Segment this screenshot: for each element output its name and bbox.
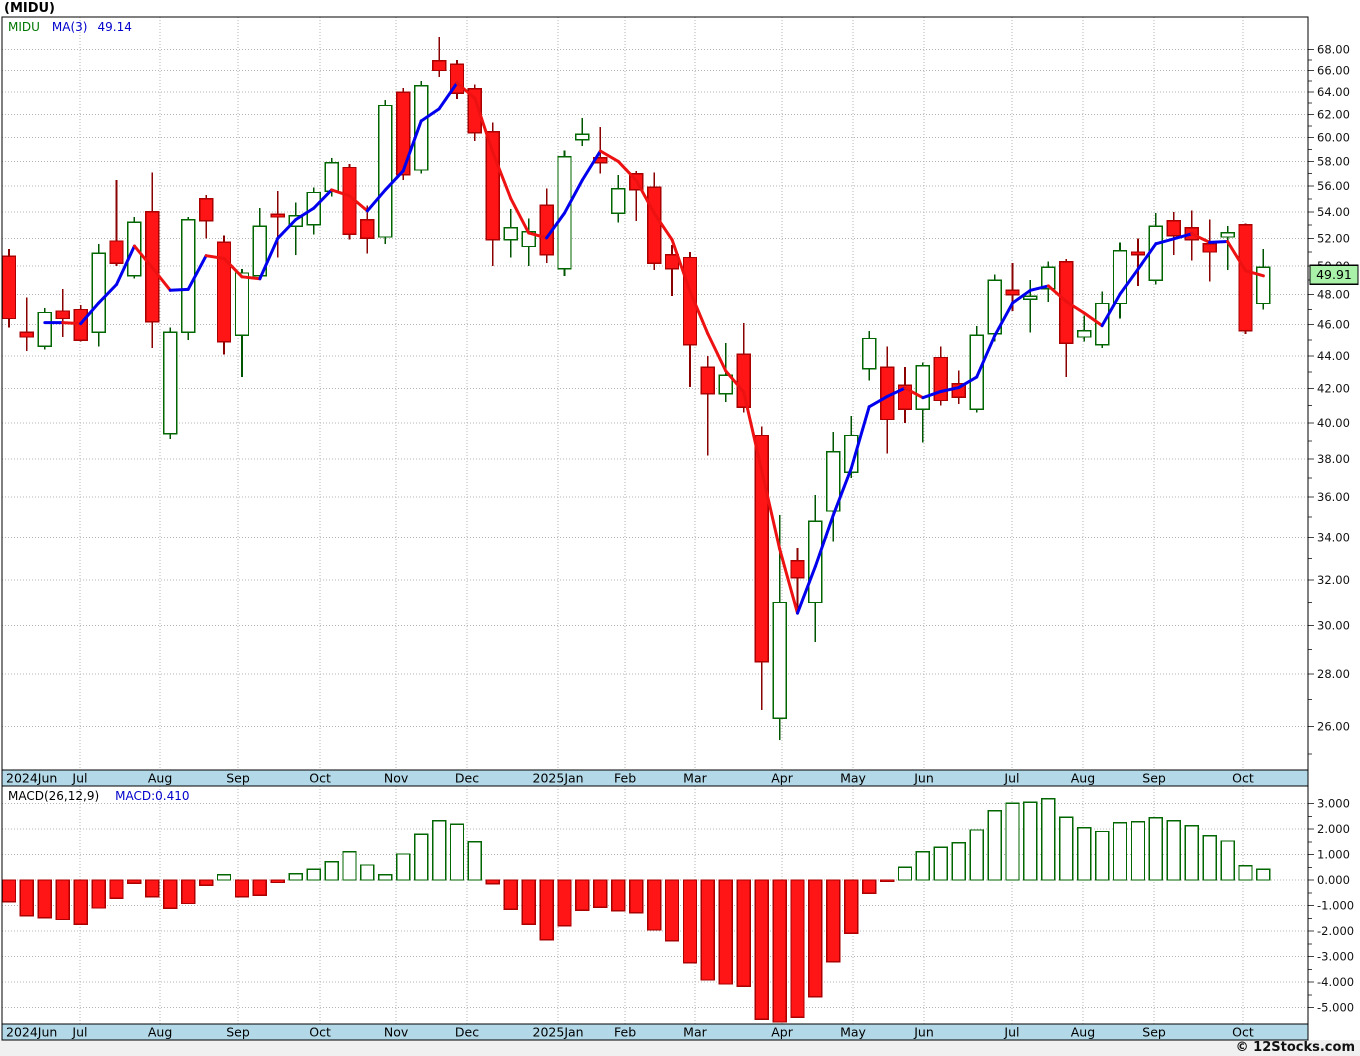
- price-tick-label: 40.00: [1317, 416, 1350, 430]
- price-tick-label: 58.00: [1317, 154, 1350, 168]
- month-label: Nov: [384, 1025, 409, 1040]
- price-tick-label: 44.00: [1317, 349, 1350, 363]
- month-label: Jul: [1003, 1025, 1019, 1040]
- month-label: Oct: [309, 771, 331, 786]
- legend-ma-value: 49.14: [97, 20, 132, 34]
- month-label: Feb: [614, 771, 636, 786]
- month-label: Jul: [71, 771, 87, 786]
- copyright-watermark: © 12Stocks.com: [1235, 1040, 1355, 1055]
- price-tick-label: 56.00: [1317, 179, 1350, 193]
- month-label: Jul: [71, 1025, 87, 1040]
- price-tick-label: 54.00: [1317, 205, 1350, 219]
- price-tick-label: 30.00: [1317, 619, 1350, 633]
- month-label: Nov: [384, 771, 409, 786]
- page-title: (MIDU): [4, 1, 56, 16]
- price-tick-label: 68.00: [1317, 42, 1350, 56]
- month-label: Feb: [614, 1025, 636, 1040]
- price-tick-label: 28.00: [1317, 667, 1350, 681]
- price-tick-label: 36.00: [1317, 490, 1350, 504]
- price-tick-label: 52.00: [1317, 231, 1350, 245]
- month-label: Aug: [1071, 1025, 1095, 1040]
- price-tick-label: 62.00: [1317, 107, 1350, 121]
- price-tick-label: 42.00: [1317, 382, 1350, 396]
- macd-header: MACD(26,12,9) MACD:0.410: [8, 789, 190, 803]
- last-price-tag: 49.91: [1309, 264, 1359, 285]
- month-label: 2024Jun: [6, 1025, 57, 1040]
- month-label: Oct: [309, 1025, 331, 1040]
- macd-tick-label: 1.000: [1317, 848, 1350, 862]
- price-tick-label: 34.00: [1317, 530, 1350, 544]
- macd-tick-label: -5.000: [1317, 1001, 1354, 1015]
- price-tick-label: 60.00: [1317, 131, 1350, 145]
- gridlines: [2, 17, 1308, 1024]
- month-label: Jul: [1003, 771, 1019, 786]
- month-label: Mar: [683, 1025, 707, 1040]
- month-label: Apr: [771, 771, 793, 786]
- ma3-line: [43, 81, 1265, 615]
- price-tick-label: 38.00: [1317, 452, 1350, 466]
- axis-labels: 68.00 66.00 64.00 62.00 60.00 58.00 56.00 54.00…: [1308, 42, 1354, 1015]
- month-label: May: [840, 771, 866, 786]
- month-label: 2024Jun: [6, 771, 57, 786]
- month-label: Jun: [913, 1025, 934, 1040]
- month-label: Dec: [455, 1025, 479, 1040]
- month-label: Aug: [1071, 771, 1095, 786]
- month-label: 2025Jan: [533, 771, 584, 786]
- month-label: Dec: [455, 771, 479, 786]
- price-tick-label: 46.00: [1317, 318, 1350, 332]
- macd-bars: [1, 798, 1271, 1023]
- macd-params-label: MACD(26,12,9): [8, 789, 100, 803]
- month-label: Sep: [1142, 771, 1166, 786]
- month-label: Mar: [683, 771, 707, 786]
- month-label: Sep: [1142, 1025, 1166, 1040]
- macd-value-label: MACD:0.410: [115, 789, 190, 803]
- month-label: Aug: [148, 771, 172, 786]
- macd-tick-label: 2.000: [1317, 822, 1350, 836]
- month-label: Sep: [226, 1025, 250, 1040]
- month-labels: 2024Jun 2024Jun Jul Jul Aug Aug Sep Sep Oct Oct No…: [6, 771, 1254, 1040]
- month-label: Apr: [771, 1025, 793, 1040]
- month-label: Oct: [1232, 771, 1254, 786]
- macd-tick-label: -2.000: [1317, 924, 1354, 938]
- macd-tick-label: 3.000: [1317, 797, 1350, 811]
- macd-tick-label: 0.000: [1317, 873, 1350, 887]
- price-tick-label: 64.00: [1317, 85, 1350, 99]
- month-label: Oct: [1232, 1025, 1254, 1040]
- price-tick-label: 26.00: [1317, 719, 1350, 733]
- price-tick-label: 32.00: [1317, 573, 1350, 587]
- macd-tick-label: -3.000: [1317, 950, 1354, 964]
- month-label: Sep: [226, 771, 250, 786]
- month-label: 2025Jan: [533, 1025, 584, 1040]
- price-tick-label: 48.00: [1317, 288, 1350, 302]
- month-label: Jun: [913, 771, 934, 786]
- macd-tick-label: -4.000: [1317, 975, 1354, 989]
- last-price-tag-text: 49.91: [1316, 267, 1352, 282]
- month-label: May: [840, 1025, 866, 1040]
- price-legend: MIDU MA(3) 49.14: [8, 20, 132, 34]
- month-label: Aug: [148, 1025, 172, 1040]
- legend-symbol: MIDU: [8, 20, 40, 34]
- legend-ma-label: MA(3): [51, 20, 88, 34]
- macd-tick-label: -1.000: [1317, 899, 1354, 913]
- price-tick-label: 66.00: [1317, 63, 1350, 77]
